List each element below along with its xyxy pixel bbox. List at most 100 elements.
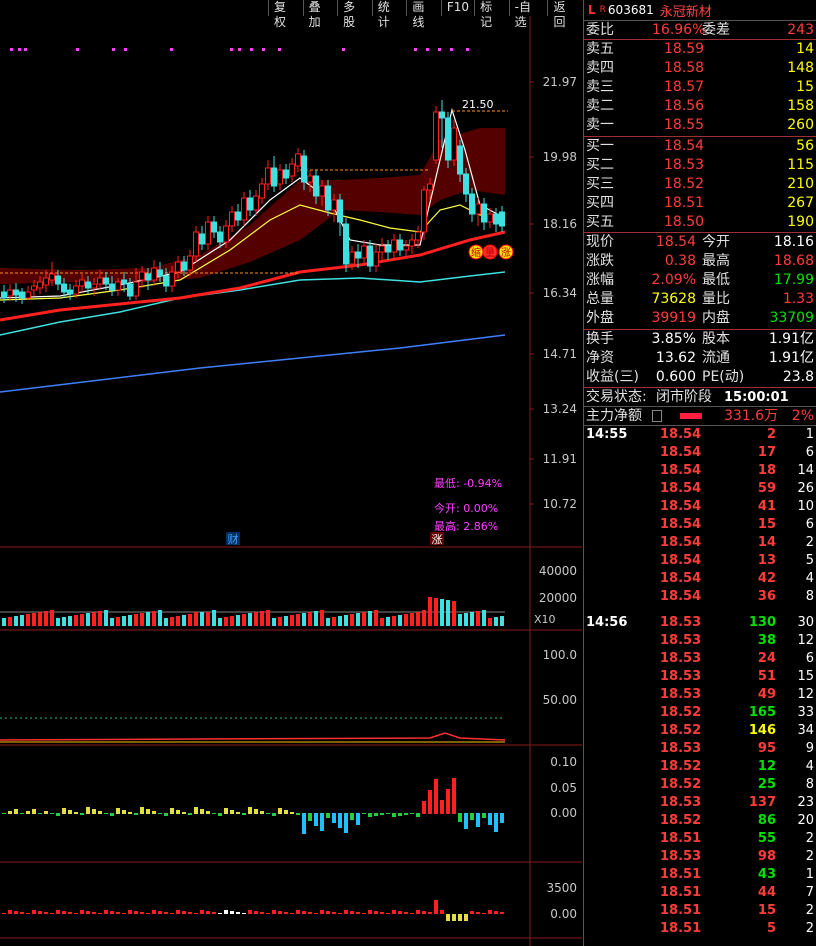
tick-volume: 43 bbox=[757, 866, 776, 882]
open-pct-label: 今开: 0.00% bbox=[434, 501, 498, 515]
menu-fanhui[interactable]: 返回 bbox=[547, 0, 582, 29]
sell-row[interactable]: 卖二 18.56 158 bbox=[584, 97, 816, 116]
fin-value: 3.85% bbox=[651, 330, 696, 347]
tick-count: 1 bbox=[805, 866, 814, 882]
quote-value: 0.38 bbox=[664, 253, 696, 270]
tick-price: 18.53 bbox=[660, 740, 702, 756]
buy-row[interactable]: 买一 18.54 56 bbox=[584, 137, 816, 156]
sell-orders: 卖五 18.59 14 卖四 18.58 148 卖三 18.57 15 卖二 18.56 158 卖一… bbox=[584, 39, 816, 135]
buy-row[interactable]: 买四 18.51 267 bbox=[584, 194, 816, 213]
menu-f10[interactable]: F10 bbox=[440, 0, 474, 16]
candle-body bbox=[175, 261, 181, 273]
menu-zixuan[interactable]: -自选 bbox=[508, 0, 548, 29]
tick-row: 18.54 15 6 bbox=[584, 516, 816, 534]
tick-volume: 130 bbox=[748, 614, 776, 630]
ind3-bar bbox=[50, 913, 54, 914]
order-volume: 158 bbox=[787, 98, 814, 115]
quote-value: 1.33 bbox=[782, 291, 814, 308]
candle-body bbox=[259, 183, 265, 199]
tick-price: 18.51 bbox=[660, 866, 702, 882]
candle-body bbox=[49, 273, 55, 281]
volume-bar bbox=[182, 615, 186, 626]
volume-bar bbox=[362, 612, 366, 626]
marker-text: 缩 bbox=[471, 246, 481, 259]
ind2-bar bbox=[374, 813, 378, 816]
sell-row[interactable]: 卖五 18.59 14 bbox=[584, 40, 816, 59]
menu-fuquan[interactable]: 复权 bbox=[268, 0, 303, 29]
price-axis-label: 14.71 bbox=[543, 347, 577, 361]
ind2-bar bbox=[14, 809, 18, 814]
volume-bar bbox=[86, 613, 90, 626]
volume-bar bbox=[194, 612, 198, 626]
candle-body bbox=[211, 221, 217, 233]
candle-body bbox=[337, 199, 343, 223]
candle-body bbox=[91, 283, 97, 289]
ind2-bar bbox=[74, 812, 78, 814]
ind3-bar bbox=[254, 911, 258, 914]
sell-row[interactable]: 卖一 18.55 260 bbox=[584, 116, 816, 135]
order-label: 卖三 bbox=[586, 79, 614, 96]
candle-body bbox=[331, 199, 337, 211]
tick-volume: 38 bbox=[757, 632, 776, 648]
ind3-bar bbox=[476, 912, 480, 914]
candle-body bbox=[79, 279, 85, 287]
menu-huaxian[interactable]: 画线 bbox=[406, 0, 441, 29]
sell-row[interactable]: 卖三 18.57 15 bbox=[584, 78, 816, 97]
tick-count: 4 bbox=[805, 758, 814, 774]
tick-list[interactable]: 14:55 18.54 2 1 18.54 17 6 18.54 18 14 18.54 59 26 18… bbox=[584, 424, 816, 938]
quote-label: 最高 bbox=[702, 253, 730, 270]
candle-body bbox=[85, 281, 91, 289]
tick-count: 14 bbox=[797, 462, 814, 478]
volume-bar bbox=[344, 615, 348, 626]
candle-body bbox=[115, 281, 121, 291]
tick-volume: 15 bbox=[757, 516, 776, 532]
buy-row[interactable]: 买三 18.52 210 bbox=[584, 175, 816, 194]
menu-diejia[interactable]: 叠加 bbox=[302, 0, 338, 29]
main-net-icon[interactable] bbox=[652, 409, 662, 422]
ind3-bar bbox=[320, 910, 324, 914]
menu-biaoji[interactable]: 标记 bbox=[474, 0, 509, 29]
ind3-bar bbox=[164, 912, 168, 914]
order-volume: 148 bbox=[787, 60, 814, 77]
candle-body bbox=[385, 245, 391, 253]
ind2-bar bbox=[110, 813, 114, 816]
volume-bar bbox=[152, 611, 156, 626]
kline-chart[interactable]: 21.97 19.98 18.16 16.34 14.71 13.24 11.91 10.72… bbox=[0, 0, 582, 946]
quote-row: 涨幅 2.09% 最低 17.99 bbox=[584, 271, 816, 290]
fin-row: 换手 3.85% 股本 1.91亿 bbox=[584, 330, 816, 349]
ind2-bar bbox=[164, 813, 168, 816]
buy-row[interactable]: 买二 18.53 115 bbox=[584, 156, 816, 175]
menu-duogu[interactable]: 多股 bbox=[337, 0, 372, 29]
tick-count: 15 bbox=[797, 668, 814, 684]
candle-body bbox=[19, 291, 25, 299]
candle-body bbox=[121, 279, 127, 285]
ind3-bar bbox=[440, 910, 444, 914]
ind3-bar bbox=[422, 911, 426, 914]
chart-area[interactable]: 21.97 19.98 18.16 16.34 14.71 13.24 11.91 10.72… bbox=[0, 0, 582, 946]
order-label: 卖五 bbox=[586, 41, 614, 58]
ind2-bar bbox=[200, 809, 204, 814]
order-label: 买三 bbox=[586, 175, 614, 192]
fin-label: 换手 bbox=[586, 330, 614, 347]
tick-volume: 98 bbox=[757, 848, 776, 864]
tick-volume: 12 bbox=[757, 758, 776, 774]
order-price: 18.58 bbox=[664, 60, 705, 77]
l-tag[interactable]: L bbox=[588, 3, 596, 17]
volume-axis-label: 20000 bbox=[539, 591, 577, 605]
candle-body bbox=[25, 291, 31, 299]
sell-row[interactable]: 卖四 18.58 148 bbox=[584, 59, 816, 78]
ind2-bar bbox=[314, 813, 318, 826]
order-price: 18.57 bbox=[664, 79, 705, 96]
buy-row[interactable]: 买五 18.50 190 bbox=[584, 213, 816, 232]
quote-stats: 现价 18.54 今开 18.16 涨跌 0.38 最高 18.68 涨幅 2.09% 最低 17.9… bbox=[584, 232, 816, 328]
quote-label: 现价 bbox=[586, 234, 614, 251]
high-price-label: 21.50 bbox=[462, 98, 494, 111]
tick-price: 18.52 bbox=[660, 758, 702, 774]
ind2-bar bbox=[266, 813, 270, 814]
menu-tongji[interactable]: 统计 bbox=[371, 0, 407, 29]
candle-body bbox=[229, 211, 235, 227]
quote-label: 涨幅 bbox=[586, 272, 614, 289]
ind2-bar bbox=[104, 813, 108, 814]
ind3-bar bbox=[38, 911, 42, 914]
ind3-bar bbox=[488, 910, 492, 914]
